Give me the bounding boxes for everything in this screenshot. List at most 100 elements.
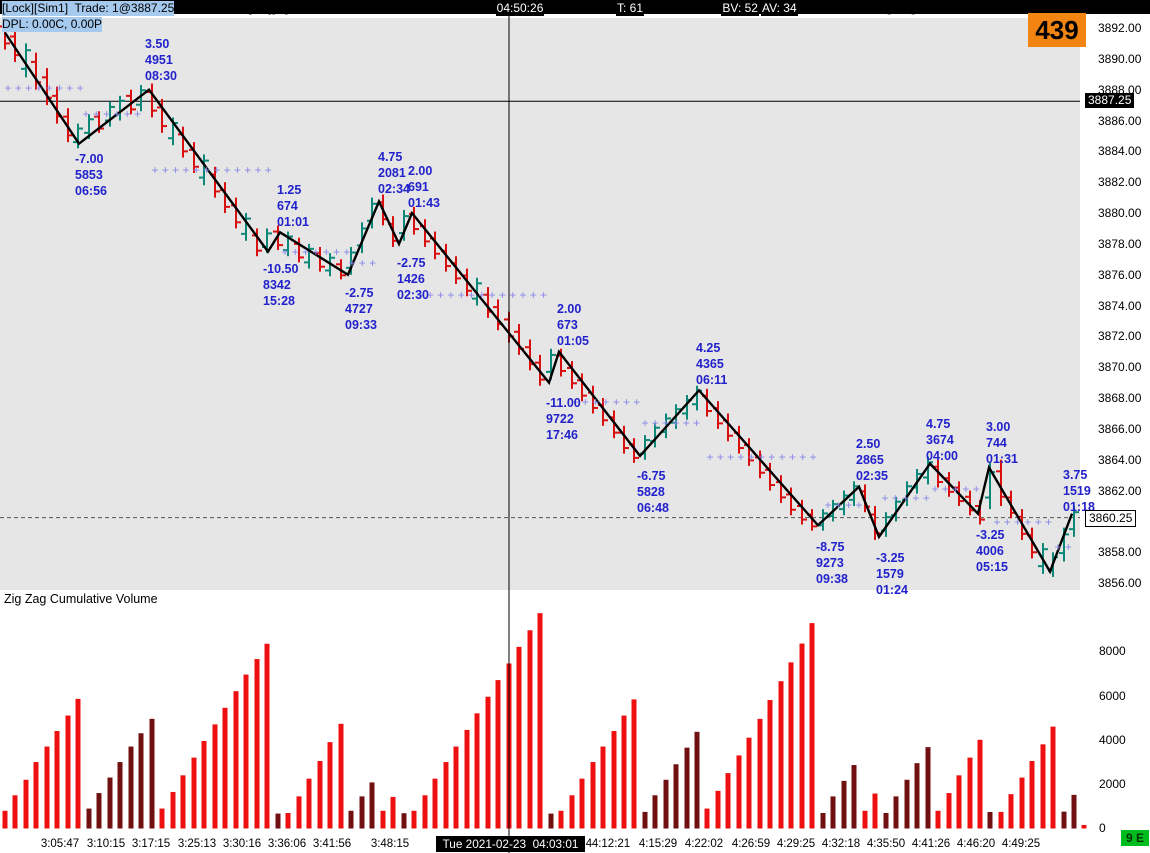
volume-bar [977, 739, 983, 829]
volume-bar [694, 731, 700, 829]
crosshair-time-label: Tue 2021-02-23 04:03:01 [436, 836, 585, 852]
volume-bar [117, 762, 123, 829]
volume-bar [138, 733, 144, 829]
zigzag-annotation: 3.50 4951 08:30 [145, 37, 177, 83]
zigzag-annotation: 2.00 691 01:43 [408, 164, 440, 210]
volume-bar [464, 729, 470, 829]
plus-marker-icon: + [737, 450, 744, 464]
volume-bar [359, 796, 365, 829]
volume-bar [369, 782, 375, 829]
plus-marker-icon: + [824, 498, 831, 512]
plus-marker-icon: + [348, 256, 355, 270]
plus-marker-icon: + [292, 245, 299, 259]
volume-bar [474, 713, 480, 829]
volume-bar [820, 812, 826, 829]
zigzag-annotation: -7.00 5853 06:56 [75, 152, 107, 198]
volume-bar [327, 742, 333, 829]
plus-marker-icon: + [892, 491, 899, 505]
zigzag-annotation: 1.25 674 01:01 [277, 183, 309, 229]
plus-marker-icon: + [343, 245, 350, 259]
plus-marker-icon: + [706, 450, 713, 464]
plus-marker-icon: + [265, 163, 272, 177]
volume-bar [338, 723, 344, 829]
plus-marker-icon: + [281, 245, 288, 259]
plus-marker-icon: + [789, 450, 796, 464]
volume-bar [611, 731, 617, 829]
volume-bar [893, 796, 899, 829]
time-tick-label: 4:12:21 [591, 838, 631, 850]
plus-marker-icon: + [1035, 515, 1042, 529]
zigzag-annotation: -2.75 4727 09:33 [345, 286, 377, 332]
time-tick-label: 3:10:15 [86, 838, 126, 850]
volume-bar [1040, 744, 1046, 829]
plus-marker-icon: + [224, 163, 231, 177]
volume-bar [883, 812, 889, 829]
volume-bar [96, 793, 102, 829]
plus-marker-icon: + [1054, 540, 1061, 554]
plus-marker-icon: + [77, 81, 84, 95]
volume-bar [788, 662, 794, 829]
plus-marker-icon: + [693, 416, 700, 430]
plus-marker-icon: + [530, 288, 537, 302]
plus-marker-icon: + [768, 450, 775, 464]
volume-bar [725, 773, 731, 829]
last-price-label: 3887.25 [1085, 93, 1135, 108]
zigzag-annotation: -11.00 9722 17:46 [546, 396, 581, 442]
volume-bar [107, 777, 113, 829]
time-tick-label: 3:41:56 [312, 838, 352, 850]
subgraph-title: Zig Zag Cumulative Volume [4, 592, 158, 606]
price-tick-label: 3862.00 [1098, 483, 1142, 498]
title-segment: F.US.EPH21 [CV][M] 500 Trades #2 TA: Sim… [174, 1, 495, 15]
price-tick-label: 3876.00 [1098, 267, 1142, 282]
title-segment: 04:50:26 [495, 1, 545, 16]
zigzag-annotation: 2.50 2865 02:35 [856, 437, 888, 483]
plus-marker-icon: + [855, 498, 862, 512]
price-tick-label: 3866.00 [1098, 421, 1142, 436]
price-tick-label: 3858.00 [1098, 545, 1142, 560]
plus-marker-icon: + [1014, 515, 1021, 529]
plus-marker-icon: + [458, 288, 465, 302]
plus-marker-icon: + [727, 450, 734, 464]
price-tick-label: 3884.00 [1098, 144, 1142, 159]
time-tick-label: 4:26:59 [731, 838, 771, 850]
volume-bar [1071, 794, 1077, 829]
volume-bar [1050, 726, 1056, 829]
plus-marker-icon: + [592, 395, 599, 409]
plus-marker-icon: + [193, 163, 200, 177]
title-segment: AV: 34 [760, 1, 798, 16]
plus-marker-icon: + [912, 491, 919, 505]
plus-marker-icon: + [902, 491, 909, 505]
volume-bar [348, 810, 354, 829]
plus-marker-icon: + [82, 107, 89, 121]
volume-bar [243, 674, 249, 829]
zigzag-annotation: 4.75 3674 04:00 [926, 417, 958, 463]
volume-tick-label: 6000 [1099, 689, 1126, 703]
volume-bar [201, 741, 207, 829]
volume-bar [642, 811, 648, 829]
plus-marker-icon: + [758, 450, 765, 464]
volume-bar [191, 757, 197, 829]
title-segment: DV: 177236 [545, 1, 615, 15]
plus-marker-icon: + [15, 81, 22, 95]
time-tick-label: 3:05:47 [40, 838, 80, 850]
time-tick-label: 3:17:15 [131, 838, 171, 850]
plus-marker-icon: + [182, 163, 189, 177]
volume-bar [516, 646, 522, 829]
volume-bar [495, 680, 501, 829]
time-tick-label: 4:15:29 [638, 838, 678, 850]
plus-marker-icon: + [234, 163, 241, 177]
price-tick-label: 3868.00 [1098, 391, 1142, 406]
price-tick-label: 3872.00 [1098, 329, 1142, 344]
volume-bar [128, 746, 134, 829]
plus-marker-icon: + [46, 81, 53, 95]
price-tick-label: 3892.00 [1098, 21, 1142, 35]
plus-marker-icon: + [468, 288, 475, 302]
volume-bar [673, 764, 679, 829]
plus-marker-icon: + [359, 256, 366, 270]
plus-marker-icon: + [717, 450, 724, 464]
plus-marker-icon: + [641, 416, 648, 430]
plus-marker-icon: + [203, 163, 210, 177]
plus-marker-icon: + [124, 107, 131, 121]
